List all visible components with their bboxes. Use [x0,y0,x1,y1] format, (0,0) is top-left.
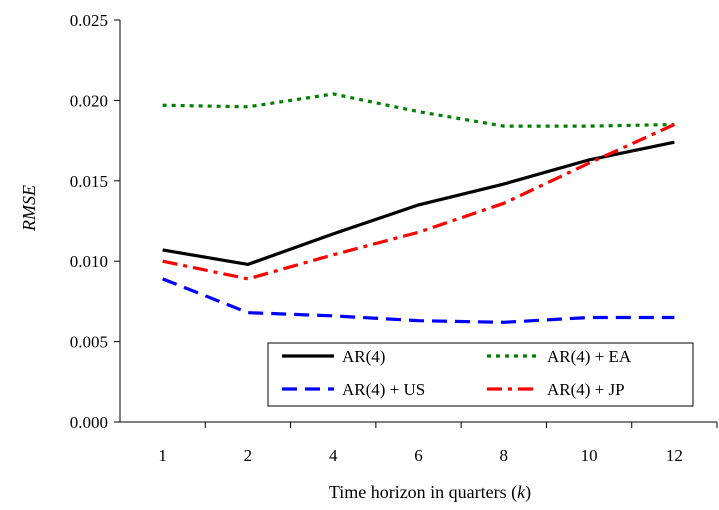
legend-label-1: AR(4) + EA [547,347,632,366]
legend: AR(4) AR(4) + EA AR(4) + US AR(4) + JP [267,342,694,407]
series-line-0 [162,140,675,267]
y-tick-label: 0.015 [70,172,108,191]
x-axis-ticks: 1 2 4 6 8 10 12 [158,422,718,465]
legend-box [267,342,694,407]
y-tick-label: 0.010 [70,252,108,271]
series-lines [162,92,676,324]
y-tick-label: 0.000 [70,413,108,432]
x-tick-label: 10 [581,446,598,465]
legend-label-2: AR(4) + US [342,380,425,399]
x-axis-label-variable: k [517,482,526,502]
series-line-2 [162,277,675,324]
x-axis-label-close: ) [525,482,531,503]
x-axis-label: Time horizon in quarters (k) [329,482,531,503]
y-tick-label: 0.025 [70,11,108,30]
series-line-1 [162,92,675,128]
legend-label-3: AR(4) + JP [547,380,625,399]
y-tick-label: 0.005 [70,333,108,352]
series-line-3 [162,123,676,281]
plot-area [119,20,717,423]
y-axis-ticks: 0.000 0.005 0.010 0.015 0.020 0.025 [70,11,120,432]
x-tick-label: 12 [666,446,683,465]
x-axis-label-text: Time horizon in quarters ( [329,482,517,503]
x-tick-label: 8 [500,446,509,465]
legend-label-0: AR(4) [342,347,385,366]
y-axis-label: RMSE [19,185,39,232]
x-tick-label: 2 [244,446,253,465]
y-tick-label: 0.020 [70,91,108,110]
x-tick-label: 4 [329,446,338,465]
x-tick-label: 6 [414,446,423,465]
x-tick-label: 1 [158,446,167,465]
